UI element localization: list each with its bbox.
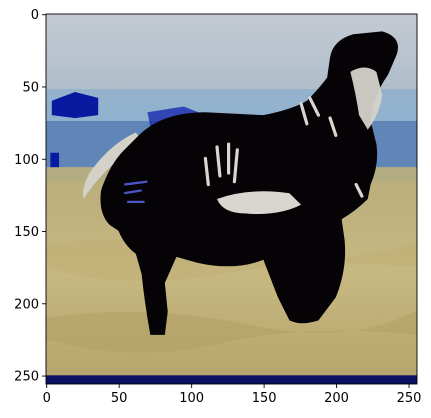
y-tick-label: 100: [14, 153, 39, 168]
bottom-dark-band: [46, 375, 417, 384]
x-tick-label: 200: [324, 391, 349, 406]
y-tick-label: 0: [31, 8, 39, 23]
y-tick-label: 150: [14, 225, 39, 240]
plot-frame: [45, 13, 418, 385]
x-tick-label: 250: [397, 391, 422, 406]
head-white-patch: [350, 67, 383, 130]
zebra-photo-image: [46, 14, 417, 384]
x-tick-label: 0: [43, 391, 51, 406]
x-tick-label: 150: [252, 391, 277, 406]
x-axis: 0 50 100 150 200 250: [43, 384, 422, 406]
leg-blue-streaks: [124, 180, 148, 204]
x-tick-label: 50: [111, 391, 128, 406]
y-tick-label: 50: [22, 80, 39, 95]
y-axis: 0 50 100 150 200 250: [14, 8, 46, 385]
x-tick-label: 100: [179, 391, 204, 406]
y-tick-label: 250: [14, 370, 39, 385]
belly-white-patch: [217, 191, 302, 215]
y-tick-label: 200: [14, 297, 39, 312]
zebra-body-silhouette: [100, 31, 398, 335]
stripe-streaks: [203, 96, 364, 198]
blue-artifact-left: [51, 92, 99, 119]
image-plot-area: [46, 14, 417, 384]
